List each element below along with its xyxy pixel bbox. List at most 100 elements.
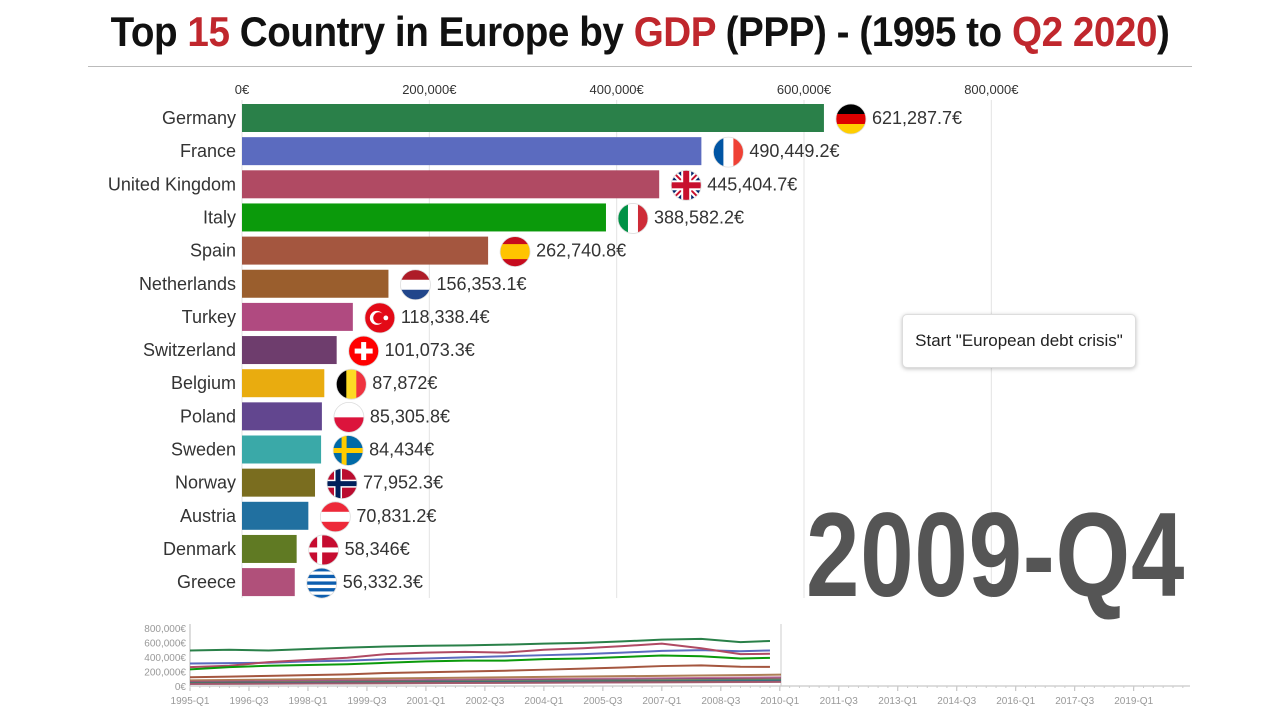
- flag-stripe: [320, 521, 351, 532]
- bar-austria: [242, 501, 309, 530]
- mini-x-tick-label: 2014-Q3: [937, 696, 976, 707]
- flag-stripe: [306, 584, 337, 589]
- flag-stripe: [500, 259, 531, 267]
- category-label: Sweden: [171, 440, 236, 460]
- flag-stripe: [306, 578, 337, 582]
- flag-stripe: [835, 124, 866, 134]
- flag-stripe: [306, 591, 337, 596]
- flag-outline: [617, 203, 649, 234]
- x-tick-label: 400,000€: [590, 82, 645, 97]
- value-label: 388,582.2€: [654, 207, 744, 227]
- flag-it-icon: [617, 203, 648, 234]
- mini-y-tick-label: 200,000€: [144, 668, 186, 679]
- flag-stripe: [333, 417, 364, 433]
- flag-outline: [308, 534, 340, 566]
- category-label: France: [180, 141, 236, 161]
- flag-ch-icon: [348, 336, 379, 367]
- bar-united-kingdom: [242, 170, 660, 199]
- flag-outline: [499, 236, 531, 268]
- bar-switzerland: [242, 336, 337, 365]
- flag-stripe: [306, 594, 337, 599]
- flag-stripe: [500, 244, 531, 253]
- category-label: Germany: [162, 108, 236, 128]
- chart-title: Top 15 Country in Europe by GDP (PPP) - …: [51, 8, 1229, 56]
- category-label: United Kingdom: [108, 174, 236, 194]
- mini-x-tick-label: 2019-Q1: [1114, 696, 1153, 707]
- flag-tr-icon: [364, 302, 395, 333]
- mini-x-tick-label: 2013-Q1: [878, 696, 917, 707]
- flag-stripe: [733, 137, 744, 168]
- bar-netherlands: [242, 269, 389, 298]
- flag-stripe: [835, 104, 866, 115]
- flag-stripe: [306, 571, 337, 576]
- bar-belgium: [242, 369, 325, 398]
- mini-line: [189, 654, 770, 671]
- category-label: Poland: [180, 406, 236, 426]
- category-label: Norway: [175, 473, 236, 493]
- flag-at-icon: [320, 501, 351, 532]
- flag-es-icon: [500, 236, 531, 267]
- value-label: 77,952.3€: [363, 473, 443, 493]
- value-label: 84,434€: [369, 440, 434, 460]
- period-label: 2009-Q4: [806, 488, 1186, 622]
- flag-outline: [319, 501, 351, 533]
- flag-dk-icon: [308, 534, 339, 565]
- flag-outline: [326, 468, 358, 500]
- mini-line: [189, 680, 782, 685]
- flag-stripe: [500, 251, 531, 260]
- title-divider: [88, 66, 1192, 67]
- value-label: 56,332.3€: [343, 572, 423, 592]
- cross: [308, 547, 339, 553]
- x-tick-label: 200,000€: [402, 82, 457, 97]
- category-label: Netherlands: [139, 274, 236, 294]
- mini-x-tick-label: 2016-Q1: [996, 696, 1035, 707]
- title-part: Country in Europe by: [229, 8, 634, 55]
- flag-stripe: [637, 203, 648, 234]
- value-label: 621,287.7€: [872, 108, 962, 128]
- bar-poland: [242, 402, 322, 431]
- flag-stripe: [306, 581, 337, 586]
- star: [383, 315, 389, 321]
- mini-x-tick-label: 2008-Q3: [701, 696, 740, 707]
- title-part: 15: [187, 8, 230, 55]
- mini-x-tick-label: 2010-Q1: [760, 696, 799, 707]
- value-label: 87,872€: [372, 373, 437, 393]
- flag-stripe: [320, 501, 351, 513]
- flag-de-icon: [835, 104, 866, 134]
- mini-x-tick-label: 1995-Q1: [171, 696, 210, 707]
- value-label: 58,346€: [345, 539, 410, 559]
- mini-line: [189, 642, 770, 669]
- x-tick-label: 800,000€: [964, 82, 1019, 97]
- flag-outline: [335, 368, 367, 400]
- mini-y-tick-label: 600,000€: [144, 639, 186, 650]
- flag-outline: [364, 302, 396, 334]
- flag-gr-icon: [306, 568, 337, 599]
- category-label: Spain: [190, 241, 236, 261]
- flag-stripe: [835, 114, 866, 125]
- flag-stripe: [320, 511, 351, 523]
- bar-france: [242, 137, 702, 166]
- mini-x-tick-label: 2005-Q3: [583, 696, 622, 707]
- cross: [354, 348, 373, 354]
- mini-line: [189, 637, 771, 652]
- title-part: Q2 2020: [1011, 8, 1157, 55]
- mini-x-tick-label: 1999-Q3: [347, 696, 386, 707]
- category-label: Austria: [180, 506, 237, 526]
- bar-norway: [242, 468, 316, 497]
- value-label: 445,404.7€: [707, 174, 797, 194]
- bar-italy: [242, 203, 606, 232]
- flag-outline: [400, 269, 431, 301]
- title-part: ): [1156, 8, 1170, 55]
- value-label: 70,831.2€: [356, 506, 436, 526]
- cross: [671, 182, 702, 189]
- flag-stripe: [400, 269, 431, 281]
- flag-stripe: [306, 574, 337, 579]
- flag-stripe: [336, 369, 347, 400]
- flag-outline: [306, 567, 338, 599]
- mini-x-tick-label: 1996-Q3: [230, 696, 269, 707]
- flag-be-icon: [336, 369, 367, 400]
- bar-denmark: [242, 534, 297, 563]
- flag-stripe: [500, 236, 531, 245]
- flag-no-icon: [327, 468, 358, 499]
